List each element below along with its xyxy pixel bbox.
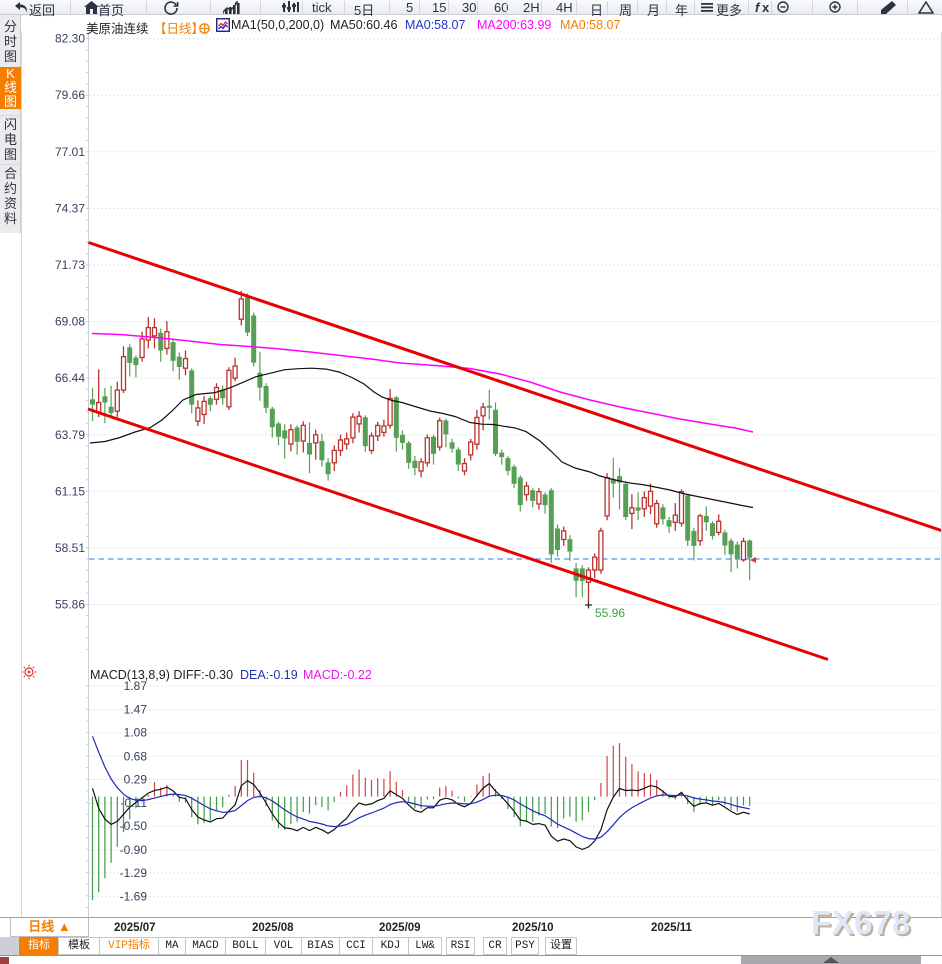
svg-text:55.86: 55.86: [55, 598, 85, 612]
svg-text:77.01: 77.01: [55, 145, 85, 159]
svg-text:63.79: 63.79: [55, 428, 85, 442]
svg-text:1.87: 1.87: [124, 679, 148, 693]
svg-text:0.29: 0.29: [124, 773, 148, 787]
svg-text:-0.50: -0.50: [120, 819, 148, 833]
svg-text:71.73: 71.73: [55, 258, 85, 272]
svg-text:1.08: 1.08: [124, 726, 148, 740]
svg-text:-0.90: -0.90: [120, 843, 148, 857]
svg-text:MACD:-0.22: MACD:-0.22: [303, 668, 372, 682]
svg-text:0.68: 0.68: [124, 749, 148, 763]
svg-text:74.37: 74.37: [55, 201, 85, 215]
svg-text:58.51: 58.51: [55, 541, 85, 555]
svg-text:-1.69: -1.69: [120, 890, 148, 904]
svg-text:DEA:-0.19: DEA:-0.19: [240, 668, 298, 682]
svg-text:82.30: 82.30: [55, 32, 85, 46]
svg-text:MACD(13,8,9) DIFF:-0.30: MACD(13,8,9) DIFF:-0.30: [90, 668, 233, 682]
svg-text:61.15: 61.15: [55, 484, 85, 498]
svg-text:69.08: 69.08: [55, 315, 85, 329]
svg-text:-1.29: -1.29: [120, 866, 148, 880]
svg-text:66.44: 66.44: [55, 371, 85, 385]
svg-text:55.96: 55.96: [595, 606, 625, 620]
svg-text:1.47: 1.47: [124, 703, 148, 717]
svg-text:-0.11: -0.11: [121, 796, 148, 810]
svg-text:79.66: 79.66: [55, 88, 85, 102]
